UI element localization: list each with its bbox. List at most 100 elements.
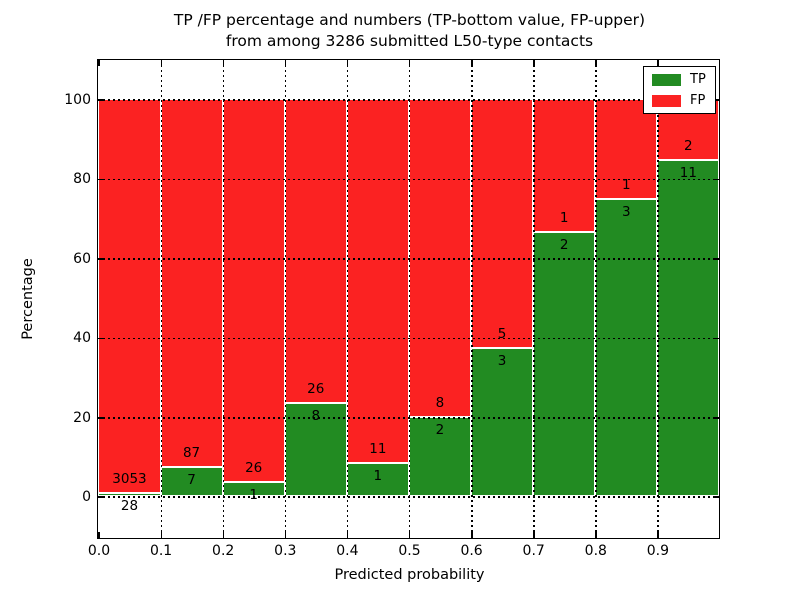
x-tick-mark bbox=[98, 60, 100, 67]
tp-count-label: 3 bbox=[497, 352, 507, 369]
bar-tp-segment bbox=[533, 231, 596, 497]
x-tick-label: 0.7 bbox=[522, 543, 545, 559]
bar-fp-segment bbox=[98, 99, 161, 493]
y-tick-mark bbox=[98, 99, 105, 101]
x-tick-mark bbox=[471, 532, 473, 539]
x-tick-mark bbox=[533, 532, 535, 539]
x-tick-label: 0.1 bbox=[149, 543, 173, 559]
x-tick-mark bbox=[98, 532, 100, 539]
x-tick-label: 0.2 bbox=[212, 543, 235, 559]
x-tick-mark bbox=[222, 60, 225, 67]
tp-count-label: 1 bbox=[373, 468, 383, 485]
tp-count-label: 7 bbox=[187, 471, 196, 488]
y-tick-mark bbox=[98, 178, 105, 181]
tp-count-label: 2 bbox=[559, 236, 569, 253]
x-tick-mark bbox=[471, 60, 473, 67]
bar-tp-segment bbox=[657, 160, 720, 497]
fp-count-label: 26 bbox=[245, 459, 263, 476]
x-tick-label: 0.4 bbox=[336, 543, 359, 559]
legend: TP FP bbox=[643, 66, 716, 114]
y-tick-mark bbox=[98, 417, 105, 419]
fp-count-label: 26 bbox=[307, 380, 325, 397]
y-tick-label: 20 bbox=[73, 409, 91, 426]
legend-label: FP bbox=[690, 93, 706, 108]
bar-tp-segment bbox=[160, 466, 223, 497]
x-gridline bbox=[222, 60, 225, 539]
x-tick-mark bbox=[222, 532, 225, 539]
tp-count-label: 1 bbox=[249, 486, 258, 503]
x-tick-label: 0.8 bbox=[584, 543, 607, 559]
legend-item: FP bbox=[652, 94, 706, 107]
y-tick-label: 80 bbox=[73, 171, 91, 188]
x-tick-mark bbox=[595, 60, 597, 67]
y-gridline bbox=[98, 99, 720, 101]
y-gridline bbox=[98, 337, 720, 340]
x-tick-label: 0.6 bbox=[460, 543, 483, 559]
fp-count-label: 1 bbox=[559, 209, 569, 226]
x-tick-mark bbox=[533, 60, 535, 67]
y-tick-mark bbox=[98, 496, 105, 498]
x-tick-mark bbox=[284, 60, 287, 67]
chart-title: TP /FP percentage and numbers (TP-bottom… bbox=[99, 10, 720, 52]
fp-count-label: 87 bbox=[182, 444, 201, 461]
x-tick-mark bbox=[595, 532, 597, 539]
x-gridline bbox=[595, 60, 597, 539]
x-tick-mark bbox=[408, 532, 411, 539]
legend-swatch-fp-icon bbox=[652, 94, 681, 107]
x-tick-mark bbox=[346, 60, 349, 67]
y-tick-mark bbox=[713, 417, 720, 419]
x-tick-mark bbox=[657, 60, 659, 67]
chart-title-line2: from among 3286 submitted L50-type conta… bbox=[225, 32, 594, 50]
x-tick-mark bbox=[160, 60, 162, 67]
x-tick-mark bbox=[284, 532, 287, 539]
y-tick-mark bbox=[98, 258, 105, 260]
x-gridline bbox=[160, 60, 162, 539]
tp-count-label: 3 bbox=[621, 203, 631, 220]
tp-count-label: 11 bbox=[679, 165, 697, 182]
y-tick-label: 0 bbox=[82, 489, 91, 505]
x-tick-mark bbox=[408, 60, 411, 67]
fp-count-label: 3053 bbox=[112, 470, 147, 487]
y-tick-label: 40 bbox=[73, 330, 91, 347]
x-gridline bbox=[657, 60, 659, 539]
y-tick-mark bbox=[713, 178, 720, 181]
x-gridline bbox=[284, 60, 287, 539]
fp-count-label: 1 bbox=[621, 176, 631, 193]
x-axis-label: Predicted probability bbox=[334, 567, 485, 583]
tp-count-label: 28 bbox=[120, 497, 139, 514]
tp-count-label: 2 bbox=[435, 422, 445, 438]
tp-count-label: 8 bbox=[311, 407, 321, 424]
x-tick-mark bbox=[657, 532, 659, 539]
y-tick-mark bbox=[713, 496, 720, 498]
y-gridline bbox=[98, 178, 720, 181]
x-tick-label: 0.0 bbox=[87, 543, 111, 559]
bar-tp-segment bbox=[471, 347, 534, 497]
x-tick-mark bbox=[346, 532, 349, 539]
y-tick-label: 100 bbox=[64, 92, 91, 108]
fp-count-label: 8 bbox=[435, 395, 445, 411]
x-gridline bbox=[346, 60, 349, 539]
y-gridline bbox=[98, 496, 720, 498]
y-axis-label: Percentage bbox=[20, 258, 36, 340]
x-gridline bbox=[533, 60, 535, 539]
y-tick-mark bbox=[713, 258, 720, 260]
bar-fp-segment bbox=[160, 99, 223, 467]
y-gridline bbox=[98, 417, 720, 419]
y-gridline bbox=[98, 258, 720, 260]
y-tick-mark bbox=[98, 337, 105, 340]
bar-fp-segment bbox=[284, 99, 347, 403]
x-tick-mark bbox=[160, 532, 162, 539]
bar-fp-segment bbox=[595, 99, 658, 199]
x-tick-label: 0.5 bbox=[398, 543, 421, 559]
fp-count-label: 5 bbox=[497, 325, 507, 342]
y-tick-label: 60 bbox=[73, 250, 91, 267]
bar-tp-segment bbox=[98, 492, 161, 497]
plot-area: 3053 28 87 7 26 1 26 8 11 1 8 2 5 3 1 2 1 3 2 11 bbox=[97, 59, 721, 540]
x-gridline bbox=[408, 60, 411, 539]
fp-count-label: 2 bbox=[684, 138, 693, 155]
legend-swatch-tp-icon bbox=[652, 73, 681, 86]
y-tick-mark bbox=[713, 337, 720, 340]
fp-count-label: 11 bbox=[369, 441, 387, 458]
x-tick-label: 0.3 bbox=[274, 543, 297, 559]
legend-label: TP bbox=[690, 72, 706, 87]
